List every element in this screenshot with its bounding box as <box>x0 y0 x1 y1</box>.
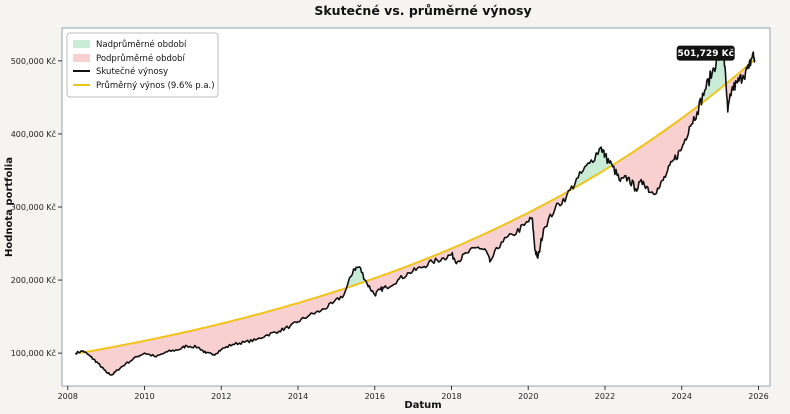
y-tick-label: 100,000 Kč <box>11 348 56 358</box>
x-axis-label: Datum <box>404 400 441 411</box>
x-axis-ticks: 2008 2010 2012 2014 2016 2018 2020 2022 2024 2026 <box>58 386 769 401</box>
x-tick-label: 2024 <box>672 392 692 401</box>
annotation-text: 501,729 Kč <box>677 48 733 59</box>
x-tick-label: 2008 <box>58 392 78 401</box>
x-tick-label: 2014 <box>288 392 308 401</box>
x-tick-label: 2012 <box>211 392 231 401</box>
y-tick-label: 400,000 Kč <box>11 129 56 139</box>
legend-swatch-below <box>73 54 90 62</box>
x-tick-label: 2022 <box>595 392 615 401</box>
legend-swatch-above <box>73 40 90 48</box>
legend: Nadprůměrné období Podprůměrné období Sk… <box>66 32 219 98</box>
legend-label-average: Průměrný výnos (9.6% p.a.) <box>96 80 215 91</box>
x-tick-label: 2010 <box>134 392 154 401</box>
average-return-line <box>79 58 756 355</box>
y-axis-ticks: 100,000 Kč 200,000 Kč 300,000 Kč 400,000 Kč… <box>11 56 62 358</box>
x-tick-label: 2020 <box>518 392 538 401</box>
chart-title: Skutečné vs. průměrné výnosy <box>314 3 531 18</box>
y-axis-label: Hodnota portfolia <box>4 157 15 257</box>
y-tick-label: 200,000 Kč <box>11 275 56 285</box>
legend-label-below: Podprůměrné období <box>96 53 185 64</box>
y-tick-label: 500,000 Kč <box>11 56 56 66</box>
x-tick-label: 2016 <box>365 392 385 401</box>
x-tick-label: 2026 <box>748 392 768 401</box>
legend-box <box>66 32 219 98</box>
final-value-annotation: 501,729 Kč <box>676 45 735 61</box>
annotation-box <box>676 45 735 61</box>
lines-layer <box>74 51 756 376</box>
y-tick-label: 300,000 Kč <box>11 202 56 212</box>
legend-label-actual: Skutečné výnosy <box>96 66 168 77</box>
x-tick-label: 2018 <box>441 392 461 401</box>
legend-label-above: Nadprůměrné období <box>96 39 187 50</box>
actual-returns-line <box>74 51 756 376</box>
